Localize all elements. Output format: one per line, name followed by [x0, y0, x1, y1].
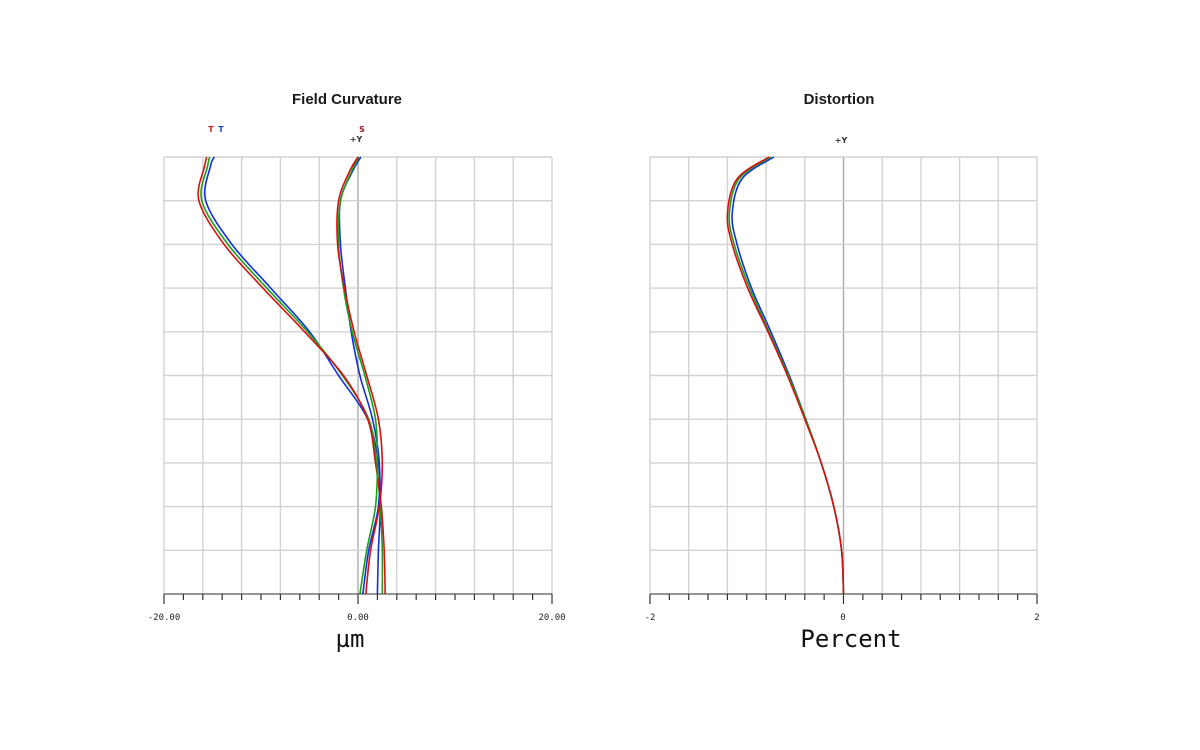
fc-series-line-4	[337, 156, 379, 595]
dist-axis-label: Percent	[800, 625, 901, 653]
distortion-title: Distortion	[804, 91, 875, 108]
fc-tick-label-right: 20.00	[538, 613, 565, 623]
fc-series-line-5	[336, 156, 384, 595]
fc-marker-t-blue: T	[218, 125, 224, 134]
fc-tick-label-left: -20.00	[148, 613, 181, 623]
fc-series-line-2	[197, 156, 386, 595]
dist-tick-label-right: 2	[1034, 613, 1039, 623]
fc-marker-s: S	[359, 125, 365, 134]
fc-marker-plus-y: +Y	[350, 135, 363, 144]
dist-series-line-2	[726, 156, 845, 595]
fc-tick-label-center: 0.00	[347, 613, 369, 623]
fc-axis-label: µm	[336, 625, 365, 653]
dist-tick-label-center: 0	[840, 613, 845, 623]
field-curvature-title: Field Curvature	[292, 91, 402, 108]
dist-tick-label-left: -2	[645, 613, 656, 623]
fc-marker-t-red: T	[208, 125, 214, 134]
dist-marker-plus-y: +Y	[835, 136, 848, 145]
